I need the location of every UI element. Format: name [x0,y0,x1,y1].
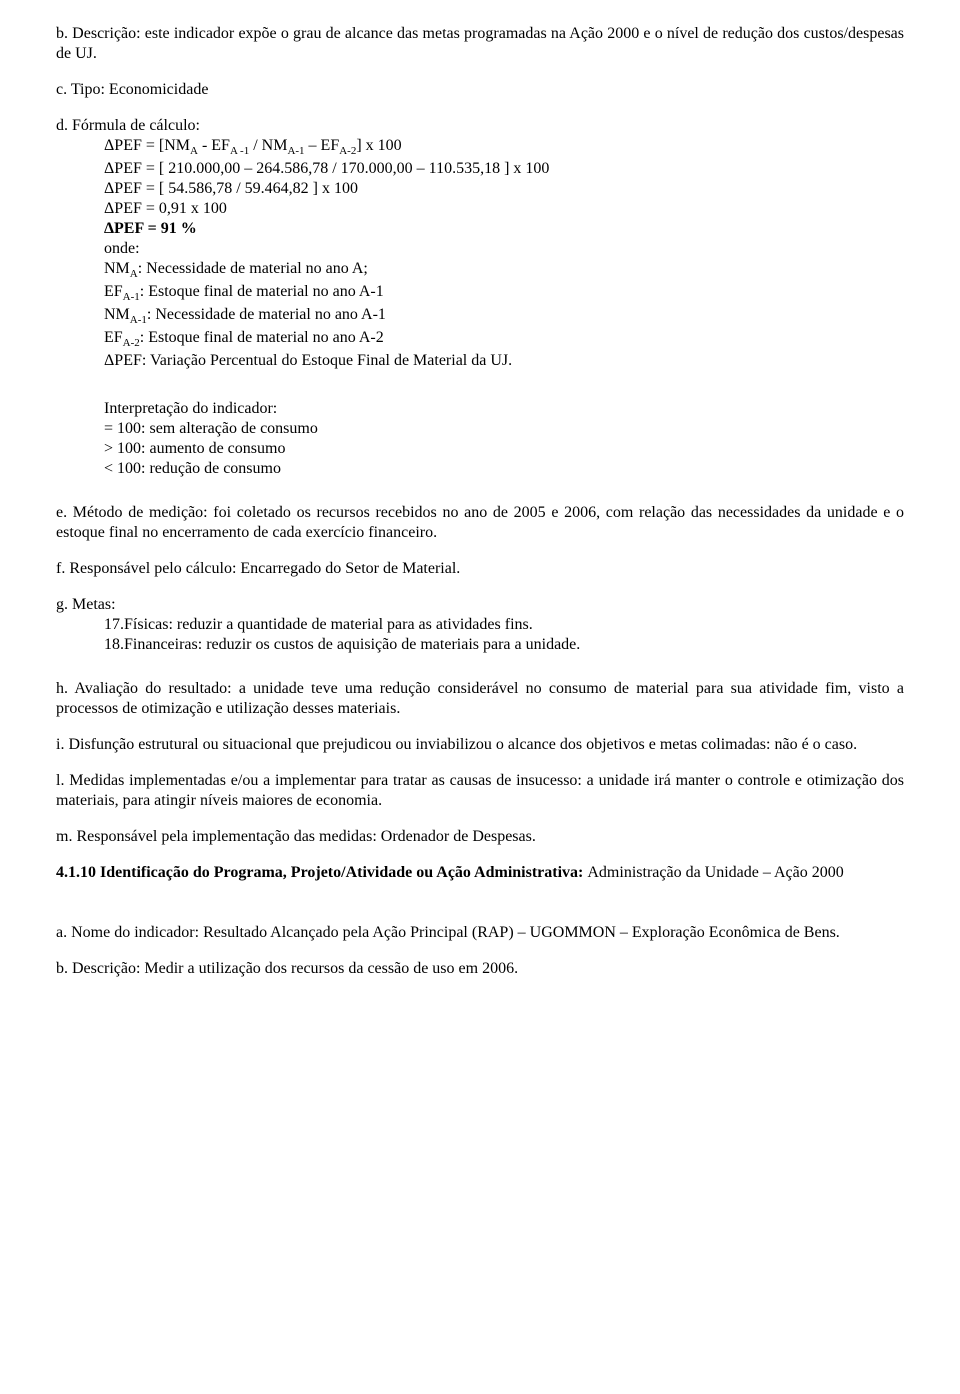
text-run: NM [104,306,130,323]
text-run: – EF [305,137,340,154]
subscript: A [130,268,138,280]
interpretacao-line-3: < 100: redução de consumo [104,459,904,479]
section-g: g. Metas: 17.Físicas: reduzir a quantida… [56,595,904,655]
text-run: : Estoque final de material no ano A-1 [140,283,384,300]
formula-line-5: ΔPEF = 91 % [104,219,904,239]
formula-line-7: NMA: Necessidade de material no ano A; [104,259,904,282]
formula-line-2: ΔPEF = [ 210.000,00 – 264.586,78 / 170.0… [104,159,904,179]
text-run: NM [104,260,130,277]
formula-line-3: ΔPEF = [ 54.586,78 / 59.464,82 ] x 100 [104,179,904,199]
section-g-items: 17.Físicas: reduzir a quantidade de mate… [56,615,904,655]
subscript: A-1 [130,314,147,326]
interpretacao-title: Interpretação do indicador: [104,399,904,419]
formula-block: ΔPEF = [NMA - EFA -1 / NMA-1 – EFA-2] x … [56,136,904,371]
subscript: A -1 [230,145,249,157]
paragraph-c: c. Tipo: Economicidade [56,80,904,100]
paragraph-a2: a. Nome do indicador: Resultado Alcançad… [56,923,904,943]
paragraph-m: m. Responsável pela implementação das me… [56,827,904,847]
formula-line-8: EFA-1: Estoque final de material no ano … [104,282,904,305]
subscript: A [190,145,198,157]
formula-line-1: ΔPEF = [NMA - EFA -1 / NMA-1 – EFA-2] x … [104,136,904,159]
subscript: A-1 [123,291,140,303]
text-run: ΔPEF = [NM [104,137,190,154]
paragraph-f: f. Responsável pelo cálculo: Encarregado… [56,559,904,579]
paragraph-l: l. Medidas implementadas e/ou a implemen… [56,771,904,811]
text-run: : Estoque final de material no ano A-2 [140,329,384,346]
formula-line-10: EFA-2: Estoque final de material no ano … [104,328,904,351]
paragraph-4110: 4.1.10 Identificação do Programa, Projet… [56,863,904,883]
formula-line-4: ΔPEF = 0,91 x 100 [104,199,904,219]
section-g-item-18: 18.Financeiras: reduzir os custos de aqu… [104,635,904,655]
paragraph-h: h. Avaliação do resultado: a unidade tev… [56,679,904,719]
formula-line-6: onde: [104,239,904,259]
text-run: : Necessidade de material no ano A; [138,260,368,277]
paragraph-b2: b. Descrição: Medir a utilização dos rec… [56,959,904,979]
text-run: ] x 100 [356,137,401,154]
subscript: A-2 [123,337,140,349]
interpretacao-line-1: = 100: sem alteração de consumo [104,419,904,439]
paragraph-b: b. Descrição: este indicador expõe o gra… [56,24,904,64]
section-d-lead: d. Fórmula de cálculo: [56,116,904,136]
section-g-lead: g. Metas: [56,595,904,615]
paragraph-i: i. Disfunção estrutural ou situacional q… [56,735,904,755]
heading-4110-rest: Administração da Unidade – Ação 2000 [587,864,843,881]
interpretacao-line-2: > 100: aumento de consumo [104,439,904,459]
formula-line-9: NMA-1: Necessidade de material no ano A-… [104,305,904,328]
formula-line-11: ΔPEF: Variação Percentual do Estoque Fin… [104,351,904,371]
text-run: EF [104,283,123,300]
subscript: A-1 [287,145,304,157]
section-g-item-17: 17.Físicas: reduzir a quantidade de mate… [104,615,904,635]
subscript: A-2 [339,145,356,157]
heading-4110: 4.1.10 Identificação do Programa, Projet… [56,864,587,881]
text-run: - EF [198,137,230,154]
text-run: / NM [249,137,287,154]
text-run: : Necessidade de material no ano A-1 [147,306,386,323]
text-run: EF [104,329,123,346]
paragraph-e: e. Método de medição: foi coletado os re… [56,503,904,543]
section-d: d. Fórmula de cálculo: ΔPEF = [NMA - EFA… [56,116,904,371]
interpretacao-block: Interpretação do indicador: = 100: sem a… [56,399,904,479]
